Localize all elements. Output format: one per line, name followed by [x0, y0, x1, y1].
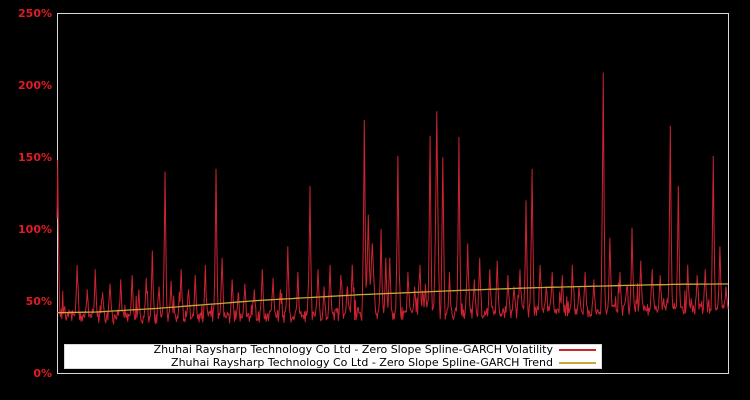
legend-swatch-trend — [559, 362, 596, 364]
legend-entry-trend: Zhuhai Raysharp Technology Co Ltd - Zero… — [65, 357, 601, 369]
y-axis-tick-label-250: 250% — [18, 7, 52, 20]
y-axis-tick-label-50: 50% — [25, 295, 52, 308]
legend-label-volatility: Zhuhai Raysharp Technology Co Ltd - Zero… — [153, 343, 553, 356]
legend-swatch-volatility — [559, 349, 596, 351]
trend-series-line — [56, 283, 728, 314]
y-axis-tick-label-0: 0% — [33, 367, 52, 380]
legend: Zhuhai Raysharp Technology Co Ltd - Zero… — [64, 344, 602, 369]
y-axis-tick-label-200: 200% — [18, 79, 52, 92]
legend-label-trend: Zhuhai Raysharp Technology Co Ltd - Zero… — [171, 356, 553, 369]
volatility-series-line — [56, 72, 729, 325]
y-axis-tick-label-150: 150% — [18, 151, 52, 164]
legend-entry-volatility: Zhuhai Raysharp Technology Co Ltd - Zero… — [65, 344, 601, 356]
y-axis-tick-label-100: 100% — [18, 223, 52, 236]
